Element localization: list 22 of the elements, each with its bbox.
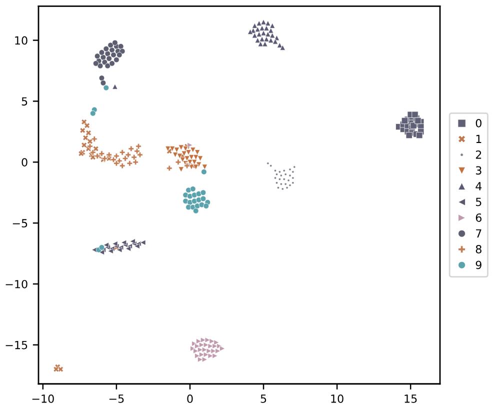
y-tick-label: −5 [12,219,28,228]
x-tick-label: −10 [32,394,54,403]
legend-label: 6 [476,213,482,222]
y-tick-label: 5 [22,97,28,106]
legend-label: 3 [476,166,482,175]
y-tick-label: 10 [15,36,28,45]
legend-label: 4 [476,182,482,190]
x-tick-label: −5 [109,394,124,403]
legend-label: 5 [476,198,482,206]
x-tick-label: 15 [404,394,417,403]
legend-label: 9 [476,260,482,270]
legend-label: 8 [476,244,482,254]
x-tick-label: 10 [331,394,344,403]
x-tick-label: 5 [260,394,266,403]
x-tick-label: 0 [187,394,193,403]
legend-label: 2 [476,150,482,159]
legend-label: 7 [476,229,482,238]
legend-label: 0 [476,118,482,128]
y-tick-label: −10 [6,280,28,288]
y-tick-label: −15 [6,341,28,350]
y-tick-label: 0 [22,158,28,166]
legend-label: 1 [476,134,482,143]
